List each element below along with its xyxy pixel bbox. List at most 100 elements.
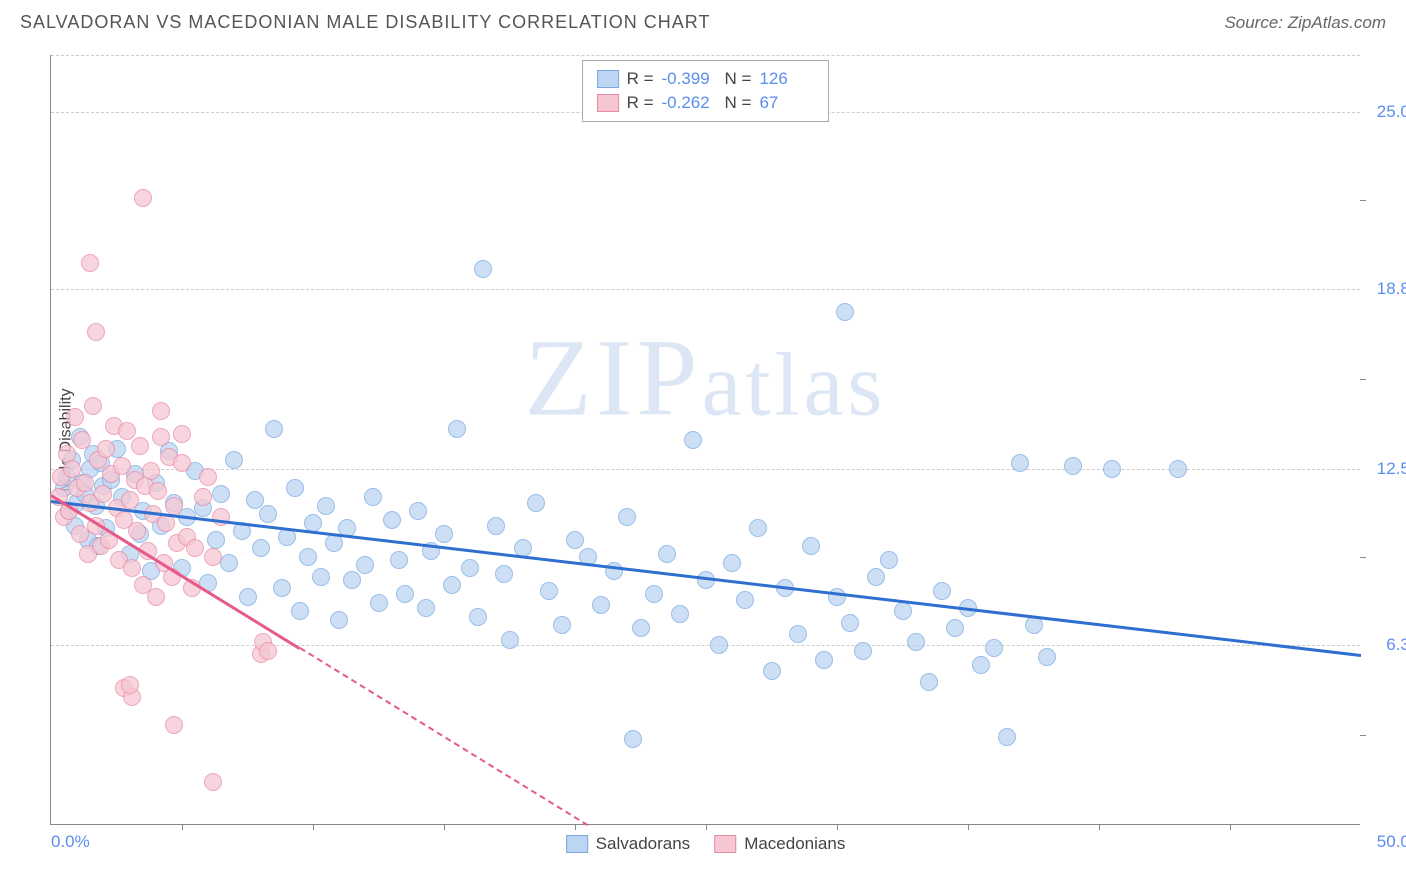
y-tick-mark: [1360, 735, 1366, 736]
n-label: N =: [725, 93, 752, 113]
scatter-point: [246, 491, 264, 509]
n-label: N =: [725, 69, 752, 89]
scatter-point: [304, 514, 322, 532]
scatter-point: [618, 508, 636, 526]
trend-line: [299, 648, 588, 827]
scatter-point: [383, 511, 401, 529]
x-tick-mark: [444, 824, 445, 830]
scatter-point: [736, 591, 754, 609]
scatter-point: [212, 485, 230, 503]
scatter-point: [273, 579, 291, 597]
y-tick-mark: [1360, 200, 1366, 201]
scatter-point: [173, 425, 191, 443]
scatter-point: [723, 554, 741, 572]
y-tick-mark: [1360, 379, 1366, 380]
scatter-point: [1064, 457, 1082, 475]
scatter-point: [710, 636, 728, 654]
swatch-icon: [597, 94, 619, 112]
scatter-point: [259, 505, 277, 523]
scatter-point: [134, 189, 152, 207]
scatter-point: [592, 596, 610, 614]
scatter-point: [1011, 454, 1029, 472]
n-value: 67: [759, 93, 814, 113]
scatter-point: [81, 254, 99, 272]
x-tick-mark: [182, 824, 183, 830]
scatter-point: [867, 568, 885, 586]
x-axis-max: 50.0%: [1377, 832, 1406, 852]
legend-item: Salvadorans: [566, 834, 691, 854]
scatter-point: [199, 468, 217, 486]
scatter-point: [396, 585, 414, 603]
scatter-point: [131, 437, 149, 455]
scatter-point: [435, 525, 453, 543]
scatter-point: [920, 673, 938, 691]
scatter-point: [836, 303, 854, 321]
scatter-point: [763, 662, 781, 680]
scatter-point: [894, 602, 912, 620]
scatter-point: [73, 431, 91, 449]
scatter-point: [684, 431, 702, 449]
scatter-point: [299, 548, 317, 566]
scatter-point: [880, 551, 898, 569]
scatter-point: [933, 582, 951, 600]
scatter-point: [1038, 648, 1056, 666]
scatter-point: [553, 616, 571, 634]
scatter-point: [749, 519, 767, 537]
scatter-point: [854, 642, 872, 660]
r-value: -0.262: [662, 93, 717, 113]
scatter-point: [448, 420, 466, 438]
x-tick-mark: [837, 824, 838, 830]
scatter-point: [469, 608, 487, 626]
scatter-point: [165, 716, 183, 734]
scatter-point: [204, 548, 222, 566]
scatter-point: [985, 639, 1003, 657]
scatter-point: [66, 408, 84, 426]
swatch-icon: [714, 835, 736, 853]
scatter-point: [286, 479, 304, 497]
scatter-point: [63, 460, 81, 478]
x-tick-mark: [968, 824, 969, 830]
scatter-point: [149, 482, 167, 500]
scatter-point: [142, 462, 160, 480]
scatter-point: [461, 559, 479, 577]
scatter-point: [207, 531, 225, 549]
scatter-point: [330, 611, 348, 629]
scatter-point: [802, 537, 820, 555]
chart-area: Male Disability ZIPatlas R = -0.399 N = …: [50, 55, 1360, 825]
scatter-point: [645, 585, 663, 603]
r-value: -0.399: [662, 69, 717, 89]
scatter-point: [121, 676, 139, 694]
scatter-point: [147, 588, 165, 606]
y-tick-mark: [1360, 557, 1366, 558]
scatter-point: [632, 619, 650, 637]
gridline: [51, 55, 1360, 56]
scatter-point: [291, 602, 309, 620]
scatter-point: [87, 323, 105, 341]
scatter-point: [487, 517, 505, 535]
chart-title: SALVADORAN VS MACEDONIAN MALE DISABILITY…: [20, 12, 710, 33]
scatter-point: [1169, 460, 1187, 478]
scatter-point: [409, 502, 427, 520]
scatter-point: [946, 619, 964, 637]
scatter-point: [356, 556, 374, 574]
scatter-point: [220, 554, 238, 572]
scatter-point: [501, 631, 519, 649]
r-label: R =: [627, 69, 654, 89]
scatter-point: [259, 642, 277, 660]
series-name: Macedonians: [744, 834, 845, 854]
scatter-point: [317, 497, 335, 515]
scatter-point: [265, 420, 283, 438]
scatter-point: [76, 474, 94, 492]
scatter-point: [789, 625, 807, 643]
source-label: Source: ZipAtlas.com: [1224, 13, 1386, 33]
x-axis-min: 0.0%: [51, 832, 90, 852]
x-tick-mark: [1230, 824, 1231, 830]
scatter-point: [225, 451, 243, 469]
plot-region: ZIPatlas R = -0.399 N = 126 R = -0.262 N…: [50, 55, 1360, 825]
scatter-point: [815, 651, 833, 669]
scatter-point: [152, 428, 170, 446]
scatter-point: [123, 559, 141, 577]
scatter-point: [417, 599, 435, 617]
scatter-point: [343, 571, 361, 589]
scatter-point: [566, 531, 584, 549]
